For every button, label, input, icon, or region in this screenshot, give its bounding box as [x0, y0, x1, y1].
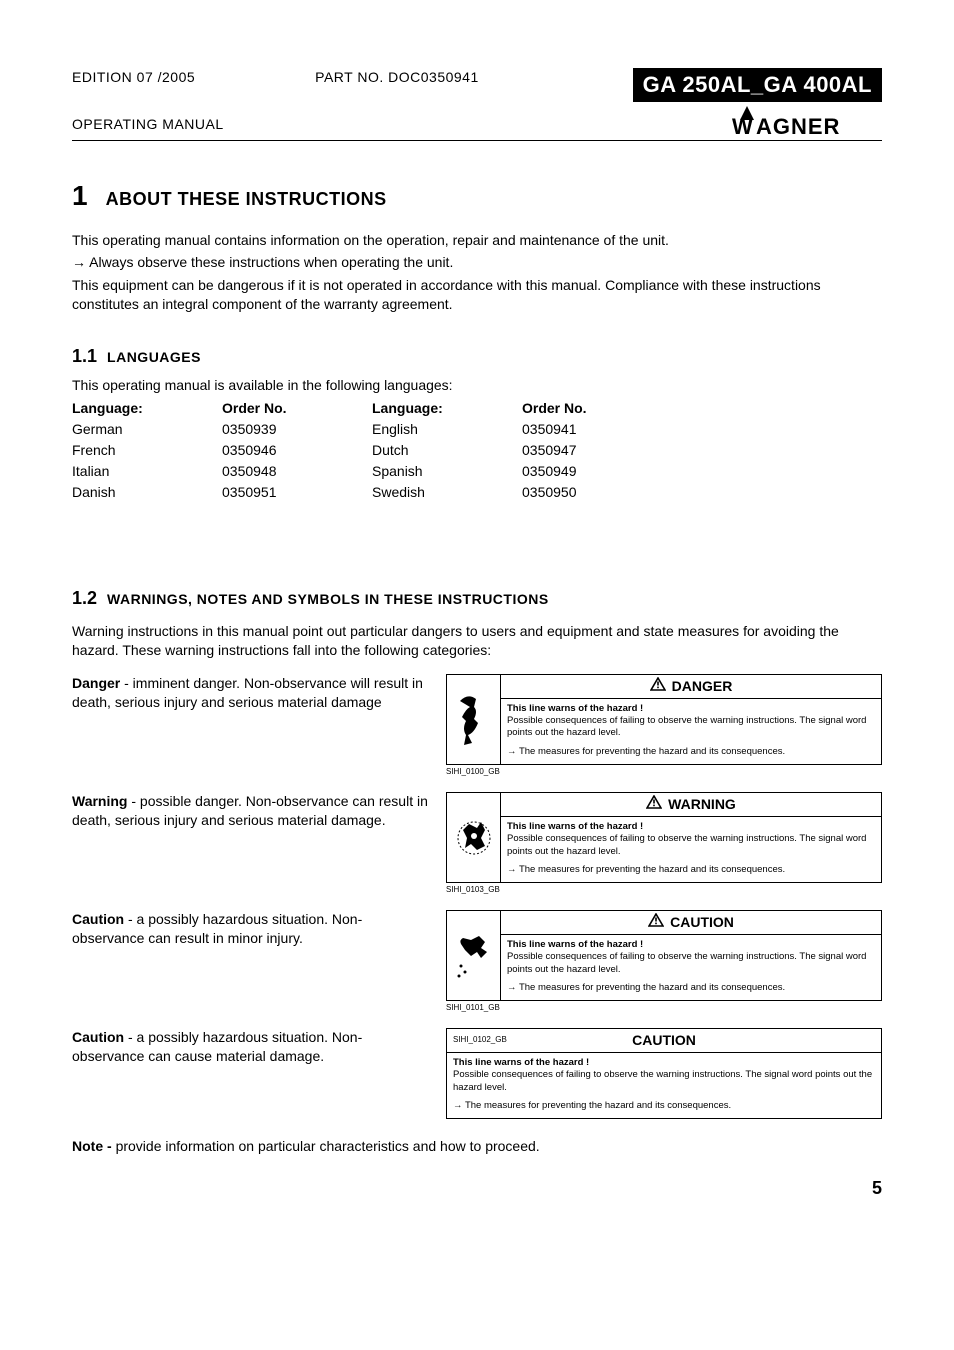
warning-bold: Warning	[72, 793, 127, 809]
order-header-2: Order No.	[522, 399, 642, 418]
sec1-p1: This operating manual contains informati…	[72, 231, 882, 250]
section-1-2-title: WARNINGS, NOTES AND SYMBOLS IN THESE INS…	[107, 590, 549, 609]
sec11-intro: This operating manual is available in th…	[72, 376, 882, 395]
caution2-desc: Caution - a possibly hazardous situation…	[72, 1028, 432, 1066]
danger-sihi: SIHI_0100_GB	[446, 767, 882, 778]
table-cell: English	[372, 420, 522, 439]
warning-desc: Warning - possible danger. Non-observanc…	[72, 792, 432, 830]
table-cell: 0350946	[222, 441, 372, 460]
table-cell: Swedish	[372, 483, 522, 502]
caution1-line2: Possible consequences of failing to obse…	[507, 951, 875, 976]
warning-line1: This line warns of the hazard !	[507, 821, 875, 833]
languages-table: Language: Order No. Language: Order No. …	[72, 399, 882, 501]
product-title-box: GA 250AL_GA 400AL	[633, 68, 882, 102]
section-1-1-title: LANGUAGES	[107, 348, 201, 367]
warning-sihi: SIHI_0103_GB	[446, 885, 882, 896]
table-cell: 0350948	[222, 462, 372, 481]
caution1-card: CAUTION This line warns of the hazard ! …	[446, 910, 882, 1001]
warning-triangle-icon	[650, 677, 666, 696]
caution1-desc: Caution - a possibly hazardous situation…	[72, 910, 432, 948]
danger-card: DANGER This line warns of the hazard ! P…	[446, 674, 882, 765]
caution1-line3: The measures for preventing the hazard a…	[507, 982, 875, 994]
danger-line2: Possible consequences of failing to obse…	[507, 715, 875, 740]
table-cell: Dutch	[372, 441, 522, 460]
warning-triangle-icon	[648, 913, 664, 932]
caution2-line3: The measures for preventing the hazard a…	[453, 1100, 875, 1112]
order-header-1: Order No.	[222, 399, 372, 418]
caution1-bold: Caution	[72, 911, 124, 927]
table-cell: French	[72, 441, 222, 460]
wagner-logo: W AGNER	[732, 104, 882, 139]
danger-head-text: DANGER	[672, 677, 733, 696]
danger-desc: Danger - imminent danger. Non-observance…	[72, 674, 432, 712]
caution2-bold: Caution	[72, 1029, 124, 1045]
sec1-p2: This equipment can be dangerous if it is…	[72, 276, 882, 314]
danger-bold: Danger	[72, 675, 120, 691]
note-line: Note - provide information on particular…	[72, 1137, 882, 1156]
warning-line3: The measures for preventing the hazard a…	[507, 864, 875, 876]
sec12-intro: Warning instructions in this manual poin…	[72, 622, 882, 660]
page-number: 5	[72, 1176, 882, 1200]
caution1-head-text: CAUTION	[670, 913, 734, 932]
partno-text: PART NO. DOC0350941	[315, 68, 479, 87]
note-rest: provide information on particular charac…	[116, 1138, 540, 1154]
section-1-number: 1	[72, 177, 88, 215]
caution1-pictogram-icon	[447, 911, 501, 1000]
header-rule	[72, 140, 882, 141]
caution2-line2: Possible consequences of failing to obse…	[453, 1069, 875, 1094]
table-cell: 0350950	[522, 483, 642, 502]
section-1-title: ABOUT THESE INSTRUCTIONS	[106, 187, 387, 211]
caution2-card: SIHI_0102_GB CAUTION This line warns of …	[446, 1028, 882, 1119]
svg-text:W: W	[732, 114, 754, 134]
sec1-arrow-line: Always observe these instructions when o…	[72, 253, 882, 272]
svg-text:AGNER: AGNER	[756, 114, 840, 134]
lang-header-2: Language:	[372, 399, 522, 418]
warning-triangle-icon	[646, 795, 662, 814]
caution2-head-text: CAUTION	[447, 1029, 881, 1052]
table-cell: 0350941	[522, 420, 642, 439]
note-bold: Note -	[72, 1138, 116, 1154]
danger-pictogram-icon	[447, 675, 501, 764]
table-cell: 0350949	[522, 462, 642, 481]
caution1-sihi: SIHI_0101_GB	[446, 1003, 882, 1014]
section-1-1-number: 1.1	[72, 344, 97, 368]
table-cell: German	[72, 420, 222, 439]
table-cell: 0350951	[222, 483, 372, 502]
table-cell: 0350947	[522, 441, 642, 460]
caution2-line1: This line warns of the hazard !	[453, 1057, 875, 1069]
danger-line3: The measures for preventing the hazard a…	[507, 746, 875, 758]
table-cell: Italian	[72, 462, 222, 481]
table-cell: Danish	[72, 483, 222, 502]
caution1-line1: This line warns of the hazard !	[507, 939, 875, 951]
warning-line2: Possible consequences of failing to obse…	[507, 833, 875, 858]
edition-text: EDITION 07 /2005	[72, 68, 195, 87]
warning-card: WARNING This line warns of the hazard ! …	[446, 792, 882, 883]
table-cell: Spanish	[372, 462, 522, 481]
danger-line1: This line warns of the hazard !	[507, 703, 875, 715]
lang-header-1: Language:	[72, 399, 222, 418]
warning-head-text: WARNING	[668, 795, 736, 814]
section-1-2-number: 1.2	[72, 586, 97, 610]
warning-pictogram-icon	[447, 793, 501, 882]
table-cell: 0350939	[222, 420, 372, 439]
